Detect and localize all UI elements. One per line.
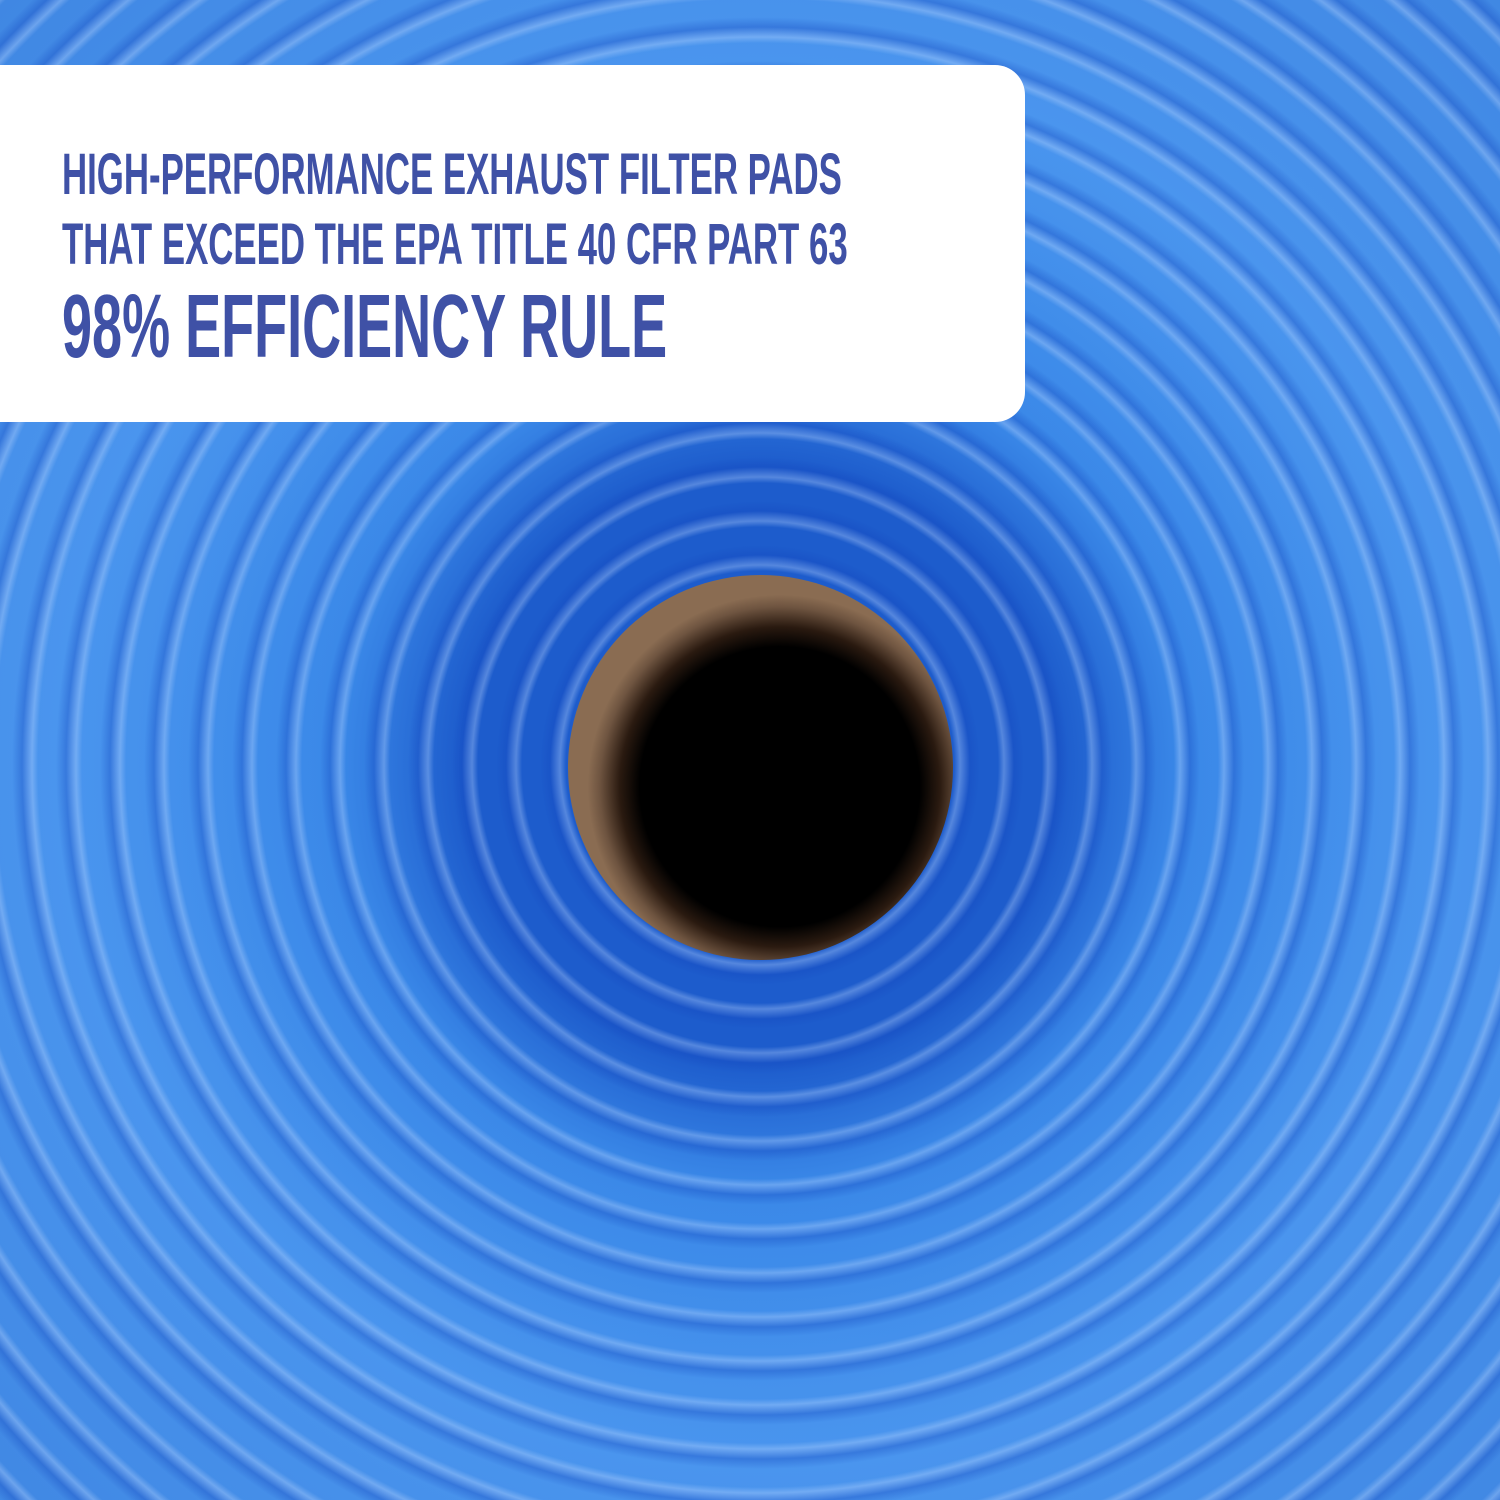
headline-line-2: THAT EXCEED THE EPA TITLE 40 CFR PART 63 <box>62 212 848 277</box>
headline-line-3: 98% EFFICIENCY RULE <box>62 277 668 377</box>
headline-line-1: HIGH-PERFORMANCE EXHAUST FILTER PADS <box>62 142 842 207</box>
cardboard-core <box>568 575 953 960</box>
headline-card <box>0 65 1025 422</box>
